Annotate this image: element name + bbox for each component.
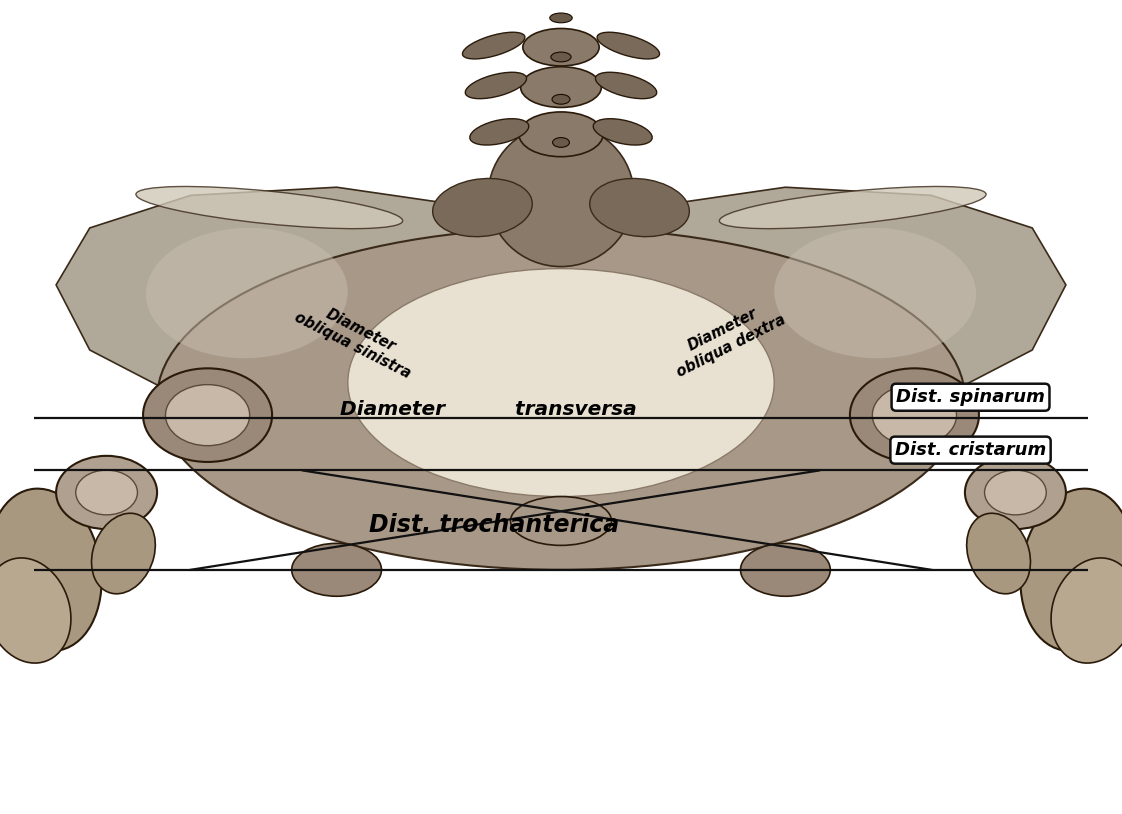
- Ellipse shape: [985, 470, 1046, 514]
- Ellipse shape: [488, 124, 634, 267]
- Text: Diameter
obliqua dextra: Diameter obliqua dextra: [666, 296, 788, 379]
- Ellipse shape: [594, 119, 652, 145]
- Ellipse shape: [552, 94, 570, 104]
- Text: Dist. cristarum: Dist. cristarum: [895, 441, 1046, 459]
- Ellipse shape: [521, 67, 601, 107]
- Text: Diameter          transversa: Diameter transversa: [340, 400, 636, 419]
- Ellipse shape: [0, 558, 71, 663]
- Ellipse shape: [75, 470, 137, 514]
- Text: Diameter
obliqua sinistra: Diameter obliqua sinistra: [292, 294, 422, 382]
- Ellipse shape: [850, 368, 978, 462]
- Ellipse shape: [550, 13, 572, 23]
- Ellipse shape: [470, 119, 528, 145]
- Ellipse shape: [511, 497, 611, 545]
- Ellipse shape: [0, 488, 102, 651]
- Ellipse shape: [433, 178, 532, 237]
- Ellipse shape: [157, 228, 965, 570]
- Ellipse shape: [146, 228, 348, 358]
- Polygon shape: [561, 187, 1066, 399]
- Ellipse shape: [292, 544, 381, 596]
- Ellipse shape: [719, 186, 986, 229]
- Ellipse shape: [596, 72, 656, 98]
- Ellipse shape: [56, 456, 157, 529]
- Ellipse shape: [552, 138, 569, 147]
- Ellipse shape: [144, 368, 272, 462]
- Ellipse shape: [597, 33, 660, 59]
- Ellipse shape: [967, 514, 1030, 593]
- Ellipse shape: [466, 72, 526, 98]
- Ellipse shape: [774, 228, 976, 358]
- Ellipse shape: [741, 544, 830, 596]
- Text: Dist. spinarum: Dist. spinarum: [896, 388, 1045, 406]
- Ellipse shape: [551, 52, 571, 62]
- Ellipse shape: [872, 385, 957, 446]
- Ellipse shape: [965, 456, 1066, 529]
- Ellipse shape: [92, 514, 155, 593]
- Ellipse shape: [136, 186, 403, 229]
- Ellipse shape: [590, 178, 689, 237]
- Ellipse shape: [1020, 488, 1122, 651]
- Ellipse shape: [523, 28, 599, 66]
- Polygon shape: [56, 187, 561, 399]
- Ellipse shape: [348, 269, 774, 497]
- Ellipse shape: [462, 33, 525, 59]
- Ellipse shape: [166, 385, 249, 446]
- Ellipse shape: [1051, 558, 1122, 663]
- Ellipse shape: [518, 112, 604, 157]
- Text: Dist. trochanterica: Dist. trochanterica: [368, 513, 619, 537]
